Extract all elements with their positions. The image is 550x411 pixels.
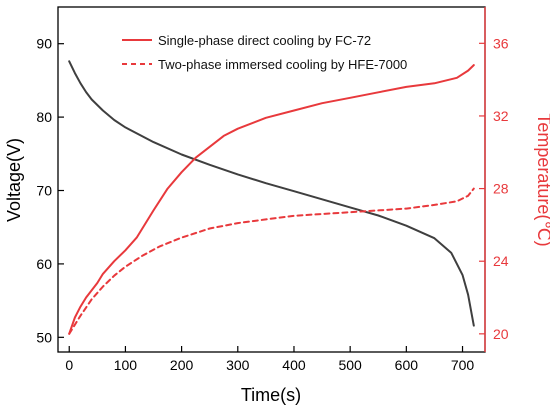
x-tick-label: 300: [226, 357, 250, 373]
legend: Single-phase direct cooling by FC-72 Two…: [122, 33, 407, 72]
x-axis-label: Time(s): [241, 385, 301, 405]
legend-label-two-phase: Two-phase immersed cooling by HFE-7000: [158, 57, 407, 72]
y-left-tick-label: 60: [36, 256, 52, 272]
ticks-layer: 0 100 200 300 400 500 600 700 50 60 70 80 90 20 24 28 32…: [36, 7, 509, 373]
series-layer: [68, 60, 475, 335]
series-line-voltage: [68, 60, 475, 327]
x-tick-label: 500: [338, 357, 362, 373]
y-axis-right-label: Temperature(℃): [534, 113, 550, 246]
x-tick-label: 200: [170, 357, 194, 373]
y-left-tick-label: 50: [36, 329, 52, 345]
x-tick-label: 400: [282, 357, 306, 373]
y-left-tick-label: 80: [36, 109, 52, 125]
y-left-tick-label: 70: [36, 183, 52, 199]
legend-label-single-phase: Single-phase direct cooling by FC-72: [158, 33, 371, 48]
y-right-tick-label: 24: [493, 253, 509, 269]
x-tick-label: 0: [65, 357, 73, 373]
series-line-single-phase-temperature: [68, 64, 475, 335]
x-tick-label: 700: [451, 357, 475, 373]
y-left-tick-label: 90: [36, 36, 52, 52]
y-right-tick-label: 32: [493, 108, 509, 124]
y-right-tick-label: 20: [493, 326, 509, 342]
y-right-tick-label: 36: [493, 35, 509, 51]
x-tick-label: 600: [395, 357, 419, 373]
y-axis-left-label: Voltage(V): [4, 138, 24, 222]
series-line-two-phase-temperature: [68, 187, 475, 335]
x-tick-label: 100: [114, 357, 138, 373]
y-right-tick-label: 28: [493, 181, 509, 197]
